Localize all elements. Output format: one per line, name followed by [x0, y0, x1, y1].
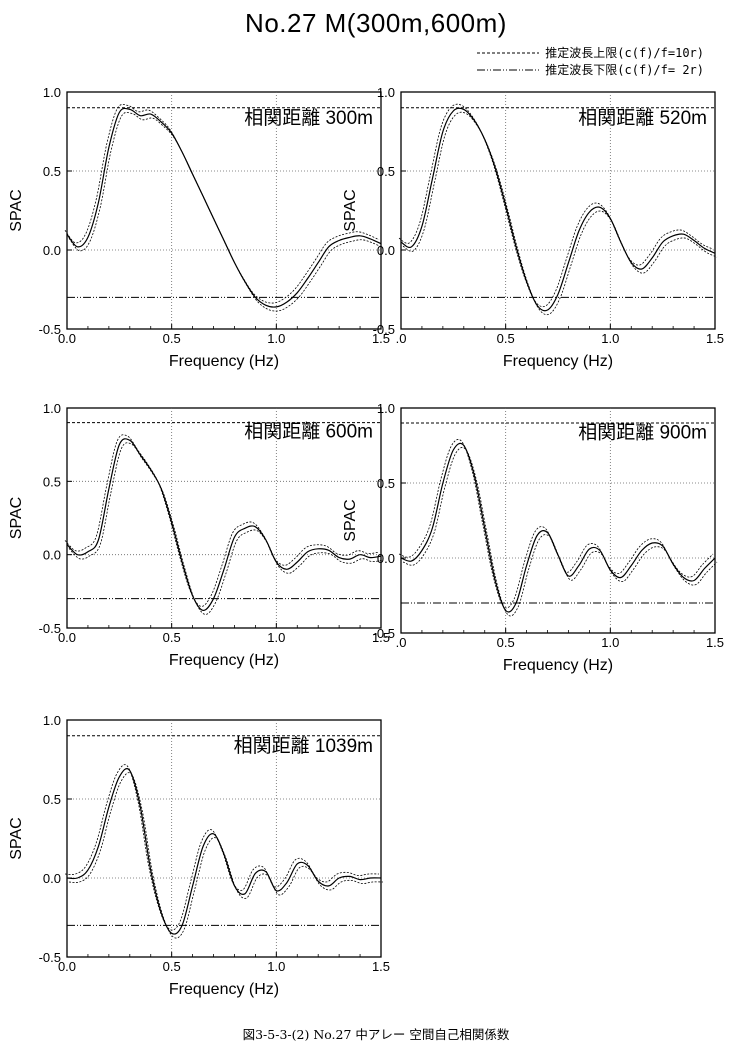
spac-curve — [66, 768, 382, 935]
plot-frame — [66, 719, 382, 958]
spac-upper-band — [64, 434, 380, 607]
spac-upper-band — [64, 764, 380, 931]
x-tick-label: 0.0 — [58, 630, 76, 645]
legend-upper-label: 推定波長上限(c(f)/f=10r) — [545, 46, 704, 60]
spac-curve — [66, 107, 382, 308]
x-tick-label: 0.5 — [163, 630, 181, 645]
x-tick-label: .0 — [396, 635, 407, 650]
y-tick-label: 0.0 — [43, 243, 61, 258]
y-tick-label: 1.0 — [43, 401, 61, 416]
dashed-line-icon — [477, 52, 540, 53]
x-tick-label: 0.0 — [58, 331, 76, 346]
distance-label: 相関距離 1039m — [234, 735, 373, 757]
y-tick-label: 0.5 — [377, 164, 395, 179]
page-title: No.27 M(300m,600m) — [245, 8, 507, 38]
y-tick-label: -0.5 — [39, 950, 61, 965]
x-tick-label: 1.0 — [601, 331, 619, 346]
x-tick-label: 1.0 — [267, 959, 285, 974]
y-axis-label: SPAC — [342, 499, 359, 541]
y-tick-label: 0.0 — [377, 243, 395, 258]
x-tick-label: 1.5 — [706, 635, 724, 650]
spac-lower-band — [402, 447, 718, 617]
x-axis-label: Frequency (Hz) — [169, 353, 279, 370]
y-tick-label: 0.0 — [377, 551, 395, 566]
y-tick-label: 0.5 — [43, 792, 61, 807]
spac-curve — [66, 438, 382, 612]
distance-label: 相関距離 900m — [578, 421, 707, 443]
y-axis-label: SPAC — [8, 817, 25, 859]
x-tick-label: 0.0 — [58, 959, 76, 974]
spac-curve — [400, 442, 716, 613]
x-tick-label: 0.5 — [163, 959, 181, 974]
x-axis-label: Frequency (Hz) — [503, 353, 613, 370]
y-tick-label: -0.5 — [39, 621, 61, 636]
spac-upper-band — [398, 439, 714, 609]
distance-label: 相関距離 600m — [244, 421, 373, 443]
spac-lower-band — [68, 772, 384, 939]
spac-lower-band — [68, 442, 384, 615]
x-tick-label: 1.5 — [372, 331, 390, 346]
y-tick-label: 0.5 — [43, 164, 61, 179]
y-axis-label: SPAC — [342, 189, 359, 231]
x-tick-label: .0 — [396, 331, 407, 346]
y-tick-label: 1.0 — [377, 401, 395, 416]
x-tick-label: 0.5 — [163, 331, 181, 346]
x-tick-label: 1.0 — [267, 331, 285, 346]
spac-lower-band — [402, 111, 718, 316]
y-tick-label: 0.0 — [43, 548, 61, 563]
spac-lower-band — [68, 112, 384, 312]
x-tick-label: 0.5 — [497, 331, 515, 346]
x-tick-label: 1.0 — [267, 630, 285, 645]
y-tick-label: 1.0 — [43, 713, 61, 728]
x-tick-label: 1.0 — [601, 635, 619, 650]
plot-frame — [66, 91, 382, 330]
y-tick-label: -0.5 — [373, 322, 395, 337]
x-axis-label: Frequency (Hz) — [169, 652, 279, 669]
x-tick-label: 1.5 — [372, 630, 390, 645]
y-tick-label: 0.0 — [43, 871, 61, 886]
spac-upper-band — [398, 103, 714, 308]
legend: 推定波長上限(c(f)/f=10r) 推定波長下限(c(f)/f= 2r) — [384, 44, 704, 78]
spac-curve — [400, 107, 716, 312]
y-axis-label: SPAC — [8, 189, 25, 231]
y-tick-label: 0.5 — [43, 474, 61, 489]
y-tick-label: -0.5 — [39, 322, 61, 337]
x-tick-label: 1.5 — [372, 959, 390, 974]
plot-frame — [400, 407, 716, 634]
y-tick-label: -0.5 — [373, 626, 395, 641]
legend-lower: 推定波長下限(c(f)/f= 2r) — [384, 61, 704, 78]
distance-label: 相関距離 300m — [244, 107, 373, 129]
figure-caption: 図3-5-3-(2) No.27 中アレー 空間自己相関係数 — [242, 1027, 510, 1042]
y-tick-label: 1.0 — [43, 85, 61, 100]
dash-dot-line-icon — [477, 69, 540, 70]
y-tick-label: 1.0 — [377, 85, 395, 100]
y-axis-label: SPAC — [8, 497, 25, 539]
x-axis-label: Frequency (Hz) — [503, 657, 613, 674]
y-tick-label: 0.5 — [377, 476, 395, 491]
x-tick-label: 1.5 — [706, 331, 724, 346]
x-tick-label: 0.5 — [497, 635, 515, 650]
legend-upper: 推定波長上限(c(f)/f=10r) — [384, 44, 704, 61]
distance-label: 相関距離 520m — [578, 107, 707, 129]
legend-lower-label: 推定波長下限(c(f)/f= 2r) — [545, 63, 704, 77]
plot-frame — [400, 91, 716, 330]
plot-frame — [66, 407, 382, 629]
x-axis-label: Frequency (Hz) — [169, 981, 279, 998]
